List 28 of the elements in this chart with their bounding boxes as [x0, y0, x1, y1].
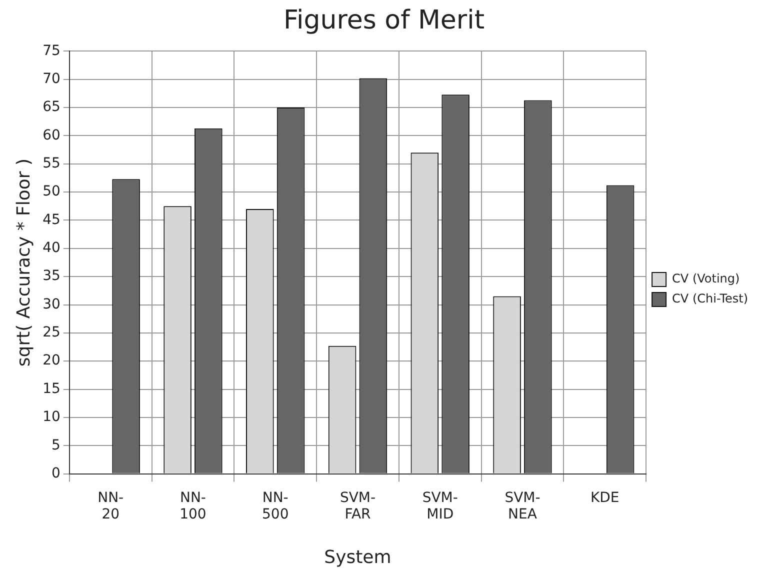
y-tick-label: 70	[42, 71, 60, 88]
chart-title: Figures of Merit	[283, 5, 485, 36]
y-tick-label: 65	[42, 99, 60, 116]
y-tick-label: 10	[42, 409, 60, 426]
legend-label: CV (Chi-Test)	[672, 292, 748, 306]
y-tick-label: 60	[42, 127, 60, 144]
x-tick-label: NN-20	[98, 490, 124, 523]
y-axis-title: sqrt( Accuracy * Floor )	[13, 158, 34, 367]
y-tick-label: 40	[42, 240, 60, 256]
x-tick-label: SVM-FAR	[340, 490, 376, 523]
x-tick-label: KDE	[590, 490, 620, 506]
x-tick-label: SVM-NEA	[504, 490, 540, 523]
y-tick-label: 35	[42, 268, 60, 284]
y-tick-label: 45	[42, 212, 60, 228]
y-tick-label: 75	[42, 42, 60, 59]
legend-label: CV (Voting)	[672, 272, 740, 286]
x-axis-title: System	[324, 546, 392, 568]
x-tick-label: SVM-MID	[422, 490, 458, 523]
y-tick-label: 50	[42, 184, 60, 200]
y-tick-label: 20	[42, 352, 60, 369]
x-tick-label: NN-500	[262, 490, 289, 523]
y-tick-label: 5	[51, 437, 60, 454]
y-tick-label: 30	[42, 296, 60, 312]
y-tick-label: 15	[42, 380, 60, 397]
y-tick-label: 25	[42, 324, 60, 341]
y-tick-label: 55	[42, 156, 60, 172]
y-tick-label: 0	[51, 465, 60, 482]
x-tick-label: NN-100	[180, 490, 206, 523]
